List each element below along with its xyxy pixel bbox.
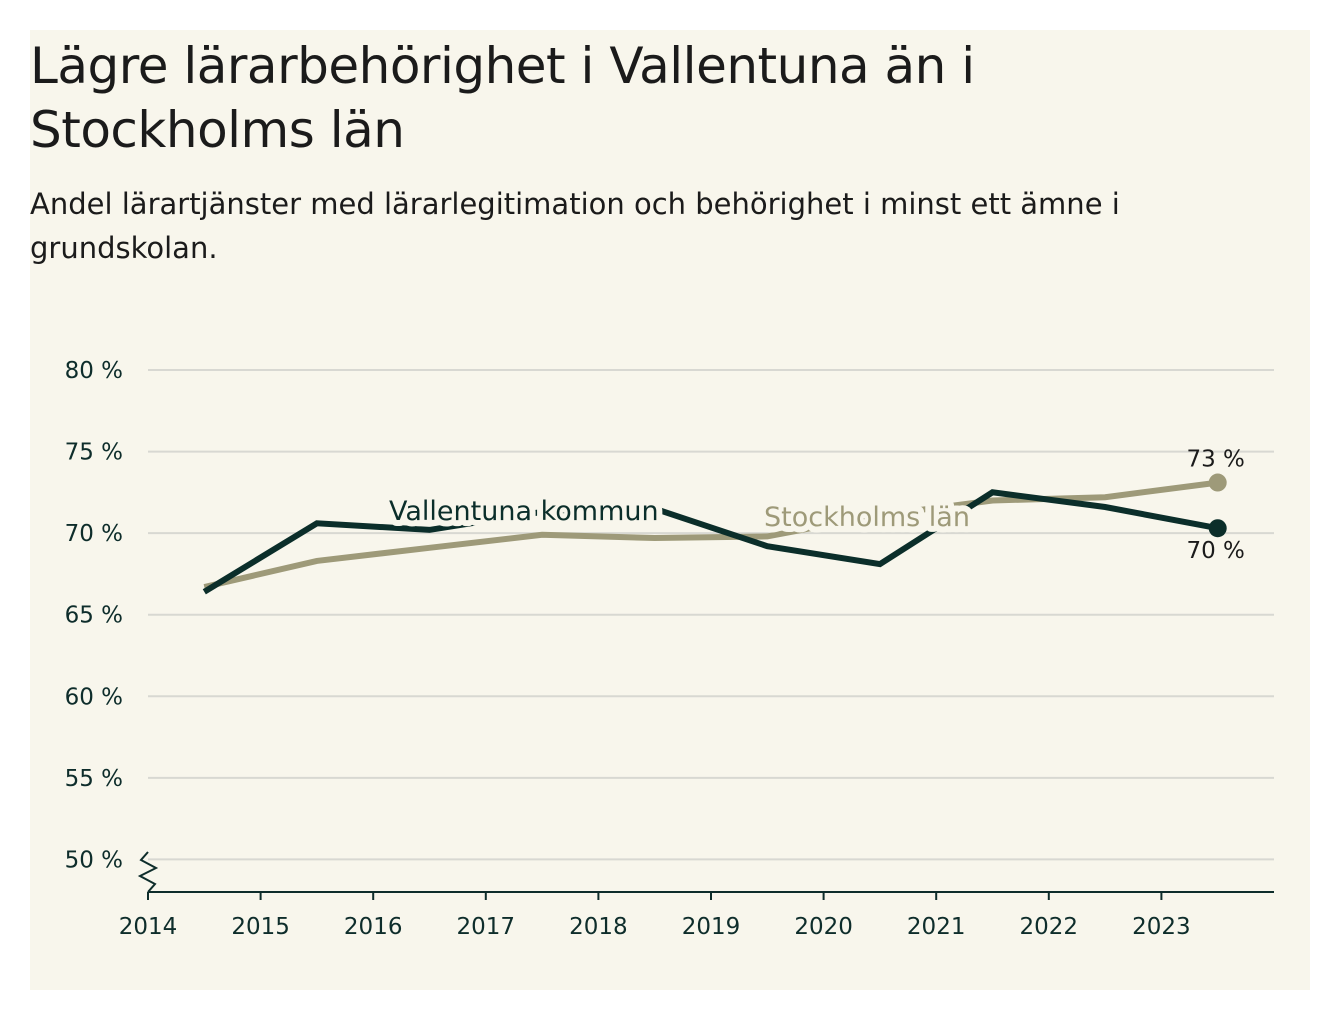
x-tick-label: 2021 bbox=[907, 914, 966, 940]
line-chart: 50 % 55 % 60 % 65 % 70 % 75 % 80 % 2014 2015 2016… bbox=[65, 358, 1274, 940]
y-tick-label: 50 % bbox=[65, 847, 123, 873]
vallentuna-series-label: Vallentuna kommun bbox=[389, 496, 659, 527]
stockholm-line bbox=[203, 479, 1219, 590]
stockholm-series-label: Stockholms län bbox=[764, 502, 970, 533]
x-tick-label: 2014 bbox=[119, 914, 178, 940]
vallentuna-end-marker bbox=[1208, 519, 1227, 538]
x-tick-label: 2022 bbox=[1020, 914, 1079, 940]
vallentuna-end-label: 70 % bbox=[1186, 538, 1244, 564]
x-tick-label: 2019 bbox=[682, 914, 741, 940]
chart-panel: Lägre lärarbehörighet i Vallentuna än i … bbox=[30, 30, 1310, 990]
x-tick-label: 2015 bbox=[231, 914, 290, 940]
x-tick-label: 2018 bbox=[569, 914, 628, 940]
y-tick-label: 60 % bbox=[65, 684, 123, 710]
y-tick-label: 55 % bbox=[65, 766, 123, 792]
y-tick-label: 65 % bbox=[65, 603, 123, 629]
chart-title: Lägre lärarbehörighet i Vallentuna än i … bbox=[30, 37, 975, 159]
axis-break-icon bbox=[137, 851, 159, 893]
x-tick-label: 2016 bbox=[344, 914, 403, 940]
x-tick-label: 2023 bbox=[1132, 914, 1191, 940]
vallentuna-line bbox=[202, 489, 1219, 595]
stockholm-end-label: 73 % bbox=[1186, 447, 1244, 473]
x-tick-label: 2017 bbox=[457, 914, 516, 940]
x-tick-label: 2020 bbox=[794, 914, 853, 940]
y-tick-label: 80 % bbox=[65, 358, 123, 384]
y-tick-label: 75 % bbox=[65, 440, 123, 466]
stockholm-end-marker bbox=[1208, 473, 1227, 492]
chart-subtitle: Andel lärartjänster med lärarlegitimatio… bbox=[30, 187, 1120, 265]
y-tick-label: 70 % bbox=[65, 521, 123, 547]
